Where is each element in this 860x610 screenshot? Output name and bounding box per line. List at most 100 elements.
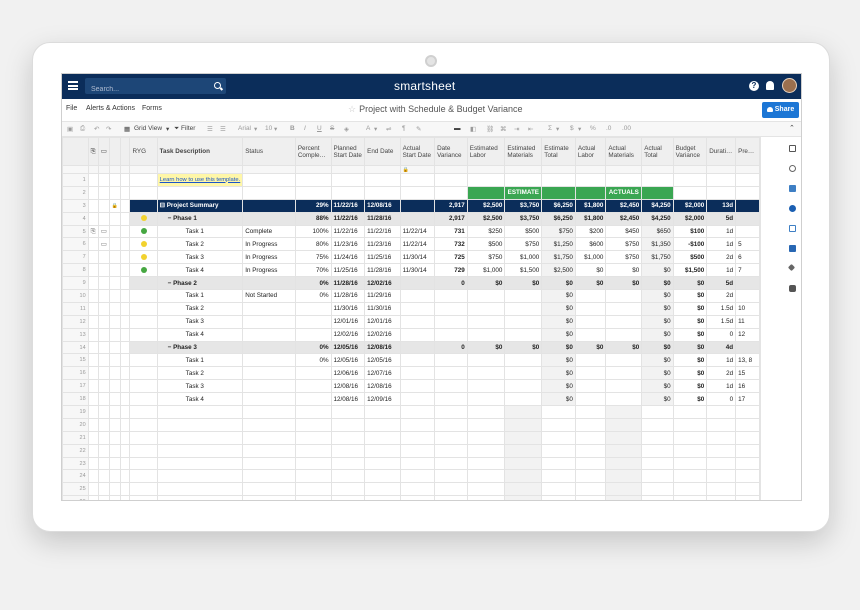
cell-actual-start[interactable] xyxy=(399,314,436,329)
cell-date-variance[interactable] xyxy=(434,353,468,368)
cell-estimate-total[interactable]: $0 xyxy=(541,327,576,342)
conversations-icon[interactable] xyxy=(789,285,796,292)
cell-estimated-labor[interactable] xyxy=(466,301,506,316)
cell-actual-start[interactable]: 11/22/14 xyxy=(399,224,436,239)
col-header-planned-start-date[interactable]: Planned Start Date xyxy=(330,137,366,166)
cell-predecessors[interactable] xyxy=(735,211,760,226)
table-row[interactable]: 7 Task 3 In Progress 75% 11/24/16 11/25/16 11/… xyxy=(62,250,760,265)
cell-end-date[interactable]: 12/09/16 xyxy=(364,392,401,407)
empty-cell[interactable] xyxy=(108,417,121,432)
empty-cell[interactable] xyxy=(87,430,99,445)
cell-duration[interactable]: 5d xyxy=(706,276,737,291)
indent-icon[interactable]: ⇥ xyxy=(514,126,520,133)
ryg-cell[interactable] xyxy=(129,263,158,278)
empty-cell[interactable] xyxy=(672,443,708,458)
empty-cell[interactable] xyxy=(541,482,576,497)
empty-cell[interactable] xyxy=(242,482,296,497)
cell-actual-start[interactable] xyxy=(399,301,436,316)
cell-actual-labor[interactable]: $1,000 xyxy=(574,250,607,265)
comments-panel-icon[interactable] xyxy=(789,145,796,152)
cell-percent-complete[interactable]: 0% xyxy=(294,289,332,303)
save-icon[interactable]: ▣ xyxy=(67,126,74,133)
empty-cell[interactable] xyxy=(399,456,436,471)
empty-cell[interactable] xyxy=(119,482,131,497)
cell-actual-total[interactable]: $4,250 xyxy=(641,211,674,226)
cell-percent-complete[interactable]: 80% xyxy=(294,237,332,252)
cell-estimated-labor[interactable] xyxy=(466,353,506,368)
empty-cell[interactable] xyxy=(242,443,296,458)
empty-cell[interactable] xyxy=(242,456,296,471)
cell-task-description[interactable]: Task 2 xyxy=(156,301,244,316)
empty-cell[interactable] xyxy=(129,482,158,497)
cell-percent-complete[interactable]: 88% xyxy=(294,211,332,226)
cell-percent-complete[interactable]: 75% xyxy=(294,250,332,265)
ryg-cell[interactable] xyxy=(129,353,158,368)
undo-icon[interactable]: ↶ xyxy=(94,126,100,133)
empty-cell[interactable] xyxy=(108,430,121,445)
cell-percent-complete[interactable]: 0% xyxy=(294,353,332,368)
empty-cell[interactable] xyxy=(605,456,643,471)
col-header-estimate-total[interactable]: Estimate Total xyxy=(541,137,576,166)
highlight-icon[interactable]: ◧ xyxy=(470,126,477,133)
wrap-icon[interactable]: ⇌ xyxy=(386,126,392,133)
chevron-down-icon[interactable]: ▾ xyxy=(166,126,170,133)
empty-cell[interactable] xyxy=(156,443,244,458)
chevron-down-icon[interactable]: ▾ xyxy=(556,126,560,133)
empty-cell[interactable] xyxy=(108,405,121,419)
empty-cell[interactable] xyxy=(605,482,643,497)
cell-estimated-labor[interactable]: $2,500 xyxy=(466,211,506,226)
empty-cell[interactable] xyxy=(541,469,576,484)
cell-actual-materials[interactable] xyxy=(605,366,643,381)
cell-actual-total[interactable]: $1,350 xyxy=(641,237,674,252)
cell-status[interactable]: In Progress xyxy=(242,237,296,252)
cell-planned-start[interactable]: 12/08/16 xyxy=(330,392,366,407)
table-row[interactable]: 18 Task 4 12/08/16 12/09/16 $0 $0 $0 0 17 xyxy=(62,392,760,407)
cell-actual-labor[interactable]: $0 xyxy=(574,263,607,278)
underline-icon[interactable]: U xyxy=(317,125,322,132)
empty-cell[interactable] xyxy=(434,430,468,445)
empty-cell[interactable] xyxy=(706,443,737,458)
cell-actual-labor[interactable]: $1,800 xyxy=(574,211,607,226)
cell-actual-total[interactable]: $4,250 xyxy=(641,198,674,213)
cell-actual-total[interactable]: $0 xyxy=(641,379,674,394)
cell-duration[interactable]: 13d xyxy=(706,198,737,213)
cell-duration[interactable]: 1d xyxy=(706,353,737,368)
empty-cell[interactable] xyxy=(156,469,244,484)
ryg-cell[interactable] xyxy=(129,276,158,291)
col-header-task-description[interactable]: Task Description xyxy=(156,137,244,166)
cell-percent-complete[interactable]: 100% xyxy=(294,224,332,239)
cell-actual-labor[interactable] xyxy=(574,301,607,316)
cell-actual-materials[interactable] xyxy=(605,314,643,329)
cell-date-variance[interactable] xyxy=(434,289,468,303)
cell-actual-total[interactable]: $0 xyxy=(641,301,674,316)
cell-estimate-total[interactable]: $0 xyxy=(541,340,576,355)
cell-estimated-labor[interactable] xyxy=(466,366,506,381)
empty-cell[interactable] xyxy=(294,456,332,471)
italic-icon[interactable]: I xyxy=(304,125,306,132)
align-icon[interactable]: ☰ xyxy=(207,126,213,133)
cell-estimate-total[interactable]: $1,250 xyxy=(541,237,576,252)
cell-estimate-total[interactable]: $0 xyxy=(541,289,576,303)
cell-estimated-materials[interactable]: $0 xyxy=(504,340,543,355)
cell-planned-start[interactable]: 11/22/16 xyxy=(330,211,366,226)
empty-cell[interactable] xyxy=(706,430,737,445)
cell-date-variance[interactable]: 725 xyxy=(434,250,468,265)
empty-cell[interactable] xyxy=(294,443,332,458)
template-help-link[interactable]: Learn how to use this template. xyxy=(156,173,244,187)
empty-cell[interactable] xyxy=(156,482,244,497)
empty-cell[interactable] xyxy=(641,469,674,484)
empty-cell[interactable] xyxy=(119,456,131,471)
grid-view-icon[interactable]: ▦ xyxy=(124,126,131,133)
empty-cell[interactable] xyxy=(242,469,296,484)
col-header-predecessors[interactable]: Pre… xyxy=(735,137,760,166)
cell-predecessors[interactable] xyxy=(735,276,760,291)
empty-cell[interactable] xyxy=(466,430,506,445)
empty-cell[interactable] xyxy=(242,405,296,419)
cell-duration[interactable]: 1d xyxy=(706,263,737,278)
empty-cell[interactable] xyxy=(672,495,708,500)
cell-budget-variance[interactable]: $0 xyxy=(672,392,708,407)
cell-task-description[interactable]: Task 2 xyxy=(156,237,244,252)
ryg-cell[interactable] xyxy=(129,198,158,213)
cell-budget-variance[interactable]: $2,000 xyxy=(672,198,708,213)
empty-cell[interactable] xyxy=(119,495,131,500)
